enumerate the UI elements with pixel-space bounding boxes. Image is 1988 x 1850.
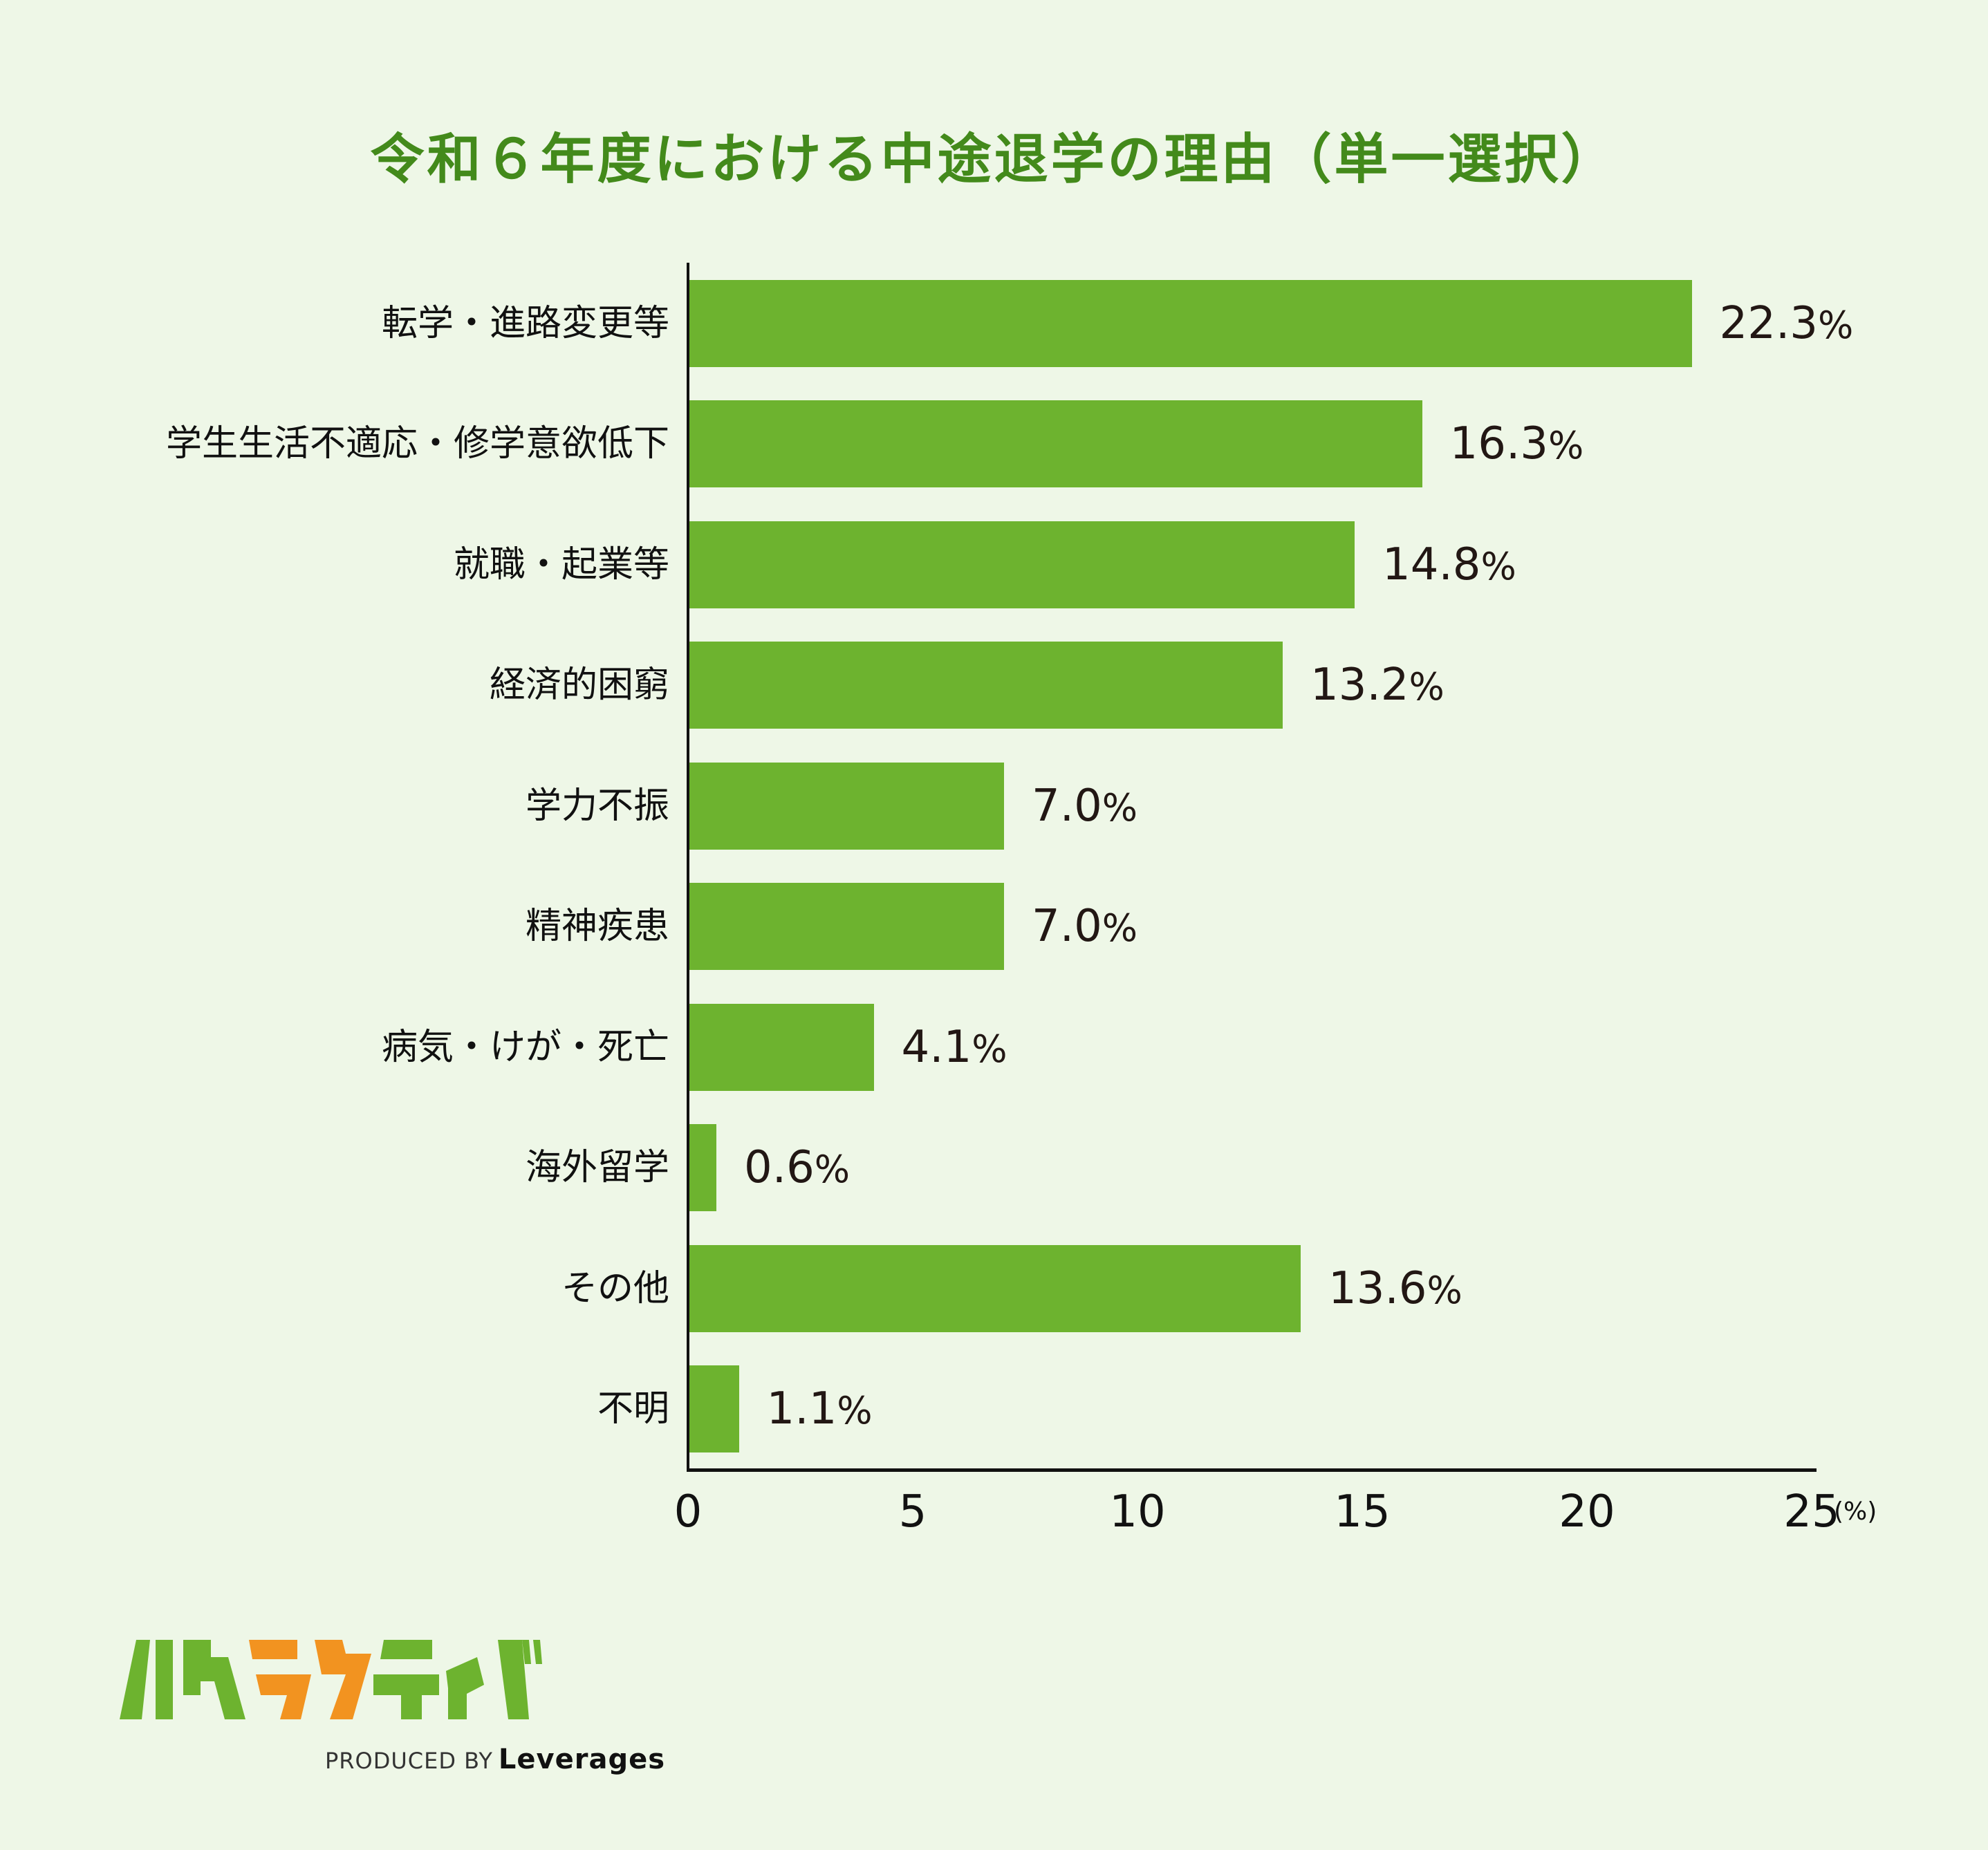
y-axis-line: [687, 263, 689, 1471]
bar: [689, 883, 1004, 970]
bar: [689, 642, 1283, 729]
value-label: 14.8%: [1382, 539, 1516, 590]
bar: [689, 400, 1422, 487]
value-label: 4.1%: [901, 1022, 1007, 1073]
bar-row: 学力不振 7.0%: [0, 763, 1988, 850]
chart-title: 令和６年度における中途退学の理由（単一選択）: [370, 129, 1618, 191]
value-label: 22.3%: [1719, 298, 1854, 349]
bar: [689, 280, 1692, 367]
x-tick-label: 25: [1783, 1486, 1840, 1538]
category-label: 病気・けが・死亡: [381, 1027, 669, 1068]
category-label: 経済的困窮: [489, 664, 669, 706]
category-label: 転学・進路変更等: [381, 303, 669, 344]
logo-wordmark-icon: [120, 1640, 542, 1719]
value-label: 7.0%: [1032, 901, 1138, 952]
bar: [689, 1245, 1301, 1332]
bar-row: 転学・進路変更等 22.3%: [0, 280, 1988, 367]
bar: [689, 1124, 716, 1211]
category-label: 就職・起業等: [453, 544, 669, 586]
value-label: 0.6%: [744, 1142, 851, 1193]
x-tick-label: 10: [1109, 1486, 1166, 1538]
bar: [689, 1365, 739, 1452]
x-tick-label: 20: [1559, 1486, 1615, 1538]
category-label: 精神疾患: [525, 906, 669, 947]
produced-by-line: PRODUCED BY Leverages: [325, 1744, 665, 1775]
value-label: 13.2%: [1310, 660, 1444, 711]
produced-by-text: PRODUCED BY: [325, 1748, 493, 1774]
bar-row: 経済的困窮 13.2%: [0, 642, 1988, 729]
bar-row: 学生生活不適応・修学意欲低下 16.3%: [0, 400, 1988, 487]
x-tick-label: 15: [1334, 1486, 1391, 1538]
bar-row: 病気・けが・死亡 4.1%: [0, 1004, 1988, 1091]
bar-row: 就職・起業等 14.8%: [0, 521, 1988, 608]
value-label: 7.0%: [1032, 781, 1138, 832]
bar-row: その他 13.6%: [0, 1245, 1988, 1332]
bar-row: 精神疾患 7.0%: [0, 883, 1988, 970]
bar-row: 不明 1.1%: [0, 1365, 1988, 1452]
category-label: その他: [561, 1268, 669, 1309]
leverages-brand: Leverages: [498, 1744, 666, 1775]
category-label: 海外留学: [525, 1147, 669, 1188]
category-label: 不明: [597, 1388, 669, 1430]
hataractive-logo: PRODUCED BY Leverages: [114, 1640, 665, 1785]
x-tick-label: 5: [898, 1486, 927, 1538]
x-axis-line: [687, 1468, 1817, 1472]
value-label: 13.6%: [1328, 1263, 1462, 1314]
bar: [689, 763, 1004, 850]
category-label: 学生生活不適応・修学意欲低下: [165, 423, 669, 465]
value-label: 16.3%: [1449, 418, 1584, 469]
bar: [689, 521, 1355, 608]
x-tick-label: 0: [673, 1486, 703, 1538]
value-label: 1.1%: [766, 1383, 873, 1435]
bar-row: 海外留学 0.6%: [0, 1124, 1988, 1211]
category-label: 学力不振: [525, 785, 669, 827]
x-axis-unit: (%): [1834, 1497, 1877, 1526]
bar: [689, 1004, 874, 1091]
